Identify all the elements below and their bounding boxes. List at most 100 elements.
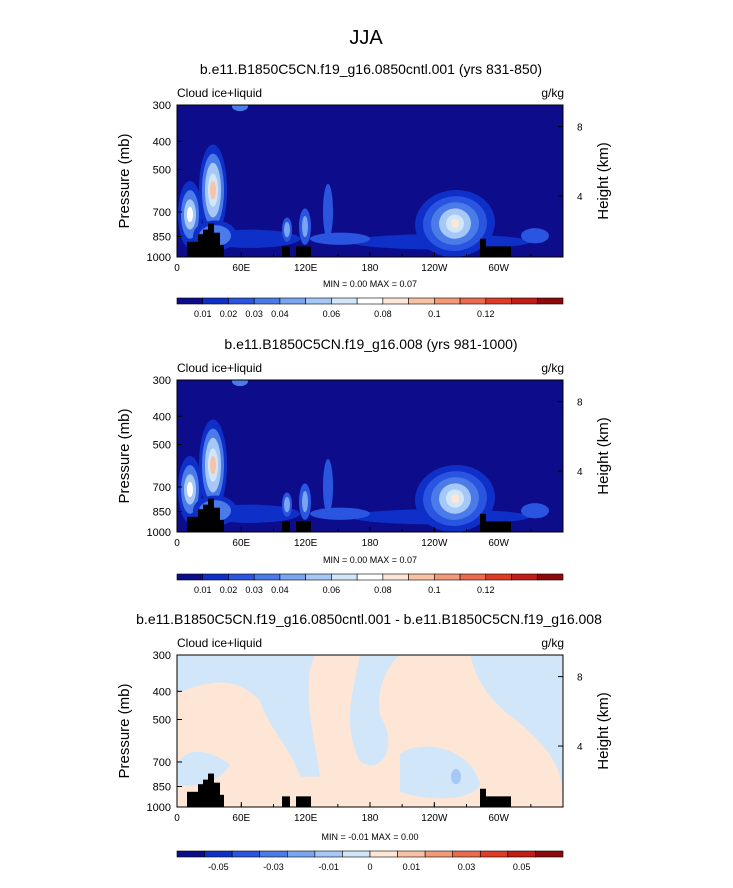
colorbar-label: -0.05: [208, 862, 229, 872]
land-block: [214, 507, 220, 532]
y-tick-label: 500: [153, 439, 171, 451]
colorbar-box: [424, 850, 454, 858]
x-tick-label: 0: [174, 538, 180, 549]
x-tick-label: 120E: [294, 538, 318, 549]
colorbar-box: [408, 573, 435, 581]
x-tick-label: 120E: [294, 263, 318, 274]
colorbar-label: 0.08: [374, 309, 392, 319]
y-tick-label: 400: [153, 686, 171, 698]
colorbar-box: [176, 297, 204, 305]
colorbar-box: [511, 573, 538, 581]
colorbar-box: [228, 297, 255, 305]
colorbar-box: [331, 573, 358, 581]
x-tick-label: 120W: [421, 538, 448, 549]
land-block: [187, 791, 198, 807]
contour-feature-100e: [282, 217, 292, 242]
x-tick-label: 180: [362, 538, 379, 549]
contour-negative-region: [177, 655, 320, 777]
colorbar: 0.01 0.02 0.03 0.04 0.06 0.08 0.1 0.12: [176, 573, 564, 595]
contour-max-15e: [178, 181, 202, 248]
contour-feature-100e: [282, 492, 292, 517]
x-tick-label: 60W: [488, 538, 509, 549]
x-tick-label: 60E: [232, 263, 250, 274]
colorbar-label: 0.12: [477, 585, 495, 595]
contour-feature-30w: [521, 228, 549, 244]
colorbar-label: 0.1: [428, 309, 441, 319]
colorbar-box: [382, 297, 409, 305]
x-tick-label: 120W: [421, 813, 448, 824]
land-block: [203, 779, 208, 807]
colorbar-box: [536, 573, 564, 581]
contour-level: [302, 490, 308, 513]
land-block: [480, 788, 486, 807]
colorbar: -0.05 -0.03 -0.01 0 0.01 0.03 0.05: [176, 850, 564, 872]
y-tick-label: 700: [153, 207, 171, 219]
y-tick-label: 500: [153, 164, 171, 176]
colorbar-box: [459, 573, 487, 581]
y-tick-label: 400: [153, 136, 171, 148]
land-block: [480, 238, 486, 257]
contour-level: [210, 456, 216, 475]
panel-2-title: b.e11.B1850C5CN.f19_g16.008 (yrs 981-100…: [224, 336, 517, 352]
y-tick-label: 300: [153, 375, 171, 387]
colorbar-box: [479, 850, 509, 858]
colorbar-box: [204, 850, 233, 858]
y-axis-label: Pressure (mb): [116, 408, 133, 503]
colorbar-box: [286, 850, 316, 858]
y-tick-label: 1000: [147, 252, 171, 264]
contour-feature-110e: [299, 208, 311, 245]
colorbar-box: [459, 297, 487, 305]
contour-negative-region: [470, 655, 563, 792]
colorbar-box: [202, 573, 229, 581]
y2-tick-label: 8: [577, 123, 583, 134]
x-tick-label: 180: [362, 813, 379, 824]
panel-2-plot: 0 60E 120E 180 120W 60W 300 400 500 700 850 1000 8 4 P…: [116, 375, 612, 595]
colorbar-box: [228, 573, 255, 581]
land-block: [282, 246, 290, 257]
land-block: [296, 246, 311, 257]
colorbar-box: [485, 573, 512, 581]
land-mask: [187, 223, 511, 257]
y-tick-label: 300: [153, 650, 171, 662]
colorbar-label: 0.02: [220, 309, 238, 319]
contour-fill: [177, 655, 563, 799]
panel-2-left-label: Cloud ice+liquid: [177, 361, 262, 375]
x-tick-label: 180: [362, 263, 379, 274]
panel-2: b.e11.B1850C5CN.f19_g16.008 (yrs 981-100…: [116, 336, 612, 595]
x-tick-label: 60E: [232, 538, 250, 549]
colorbar-box: [511, 297, 538, 305]
colorbar-box: [434, 297, 461, 305]
y2-tick-label: 8: [577, 398, 583, 409]
colorbar-box: [176, 573, 204, 581]
panel-1-right-label: g/kg: [541, 86, 564, 100]
land-block: [220, 244, 224, 257]
land-block: [208, 773, 214, 807]
colorbar-label: 0.04: [271, 585, 289, 595]
land-block: [198, 234, 203, 257]
y-tick-label: 400: [153, 411, 171, 423]
colorbar-box: [408, 297, 435, 305]
contour-level: [302, 215, 308, 238]
panel-3-right-label: g/kg: [541, 636, 564, 650]
contour-level: [323, 184, 333, 239]
contour-negative-region: [400, 746, 480, 799]
colorbar-box: [279, 297, 306, 305]
colorbar-label: 0.05: [513, 862, 531, 872]
colorbar-box: [397, 850, 426, 858]
land-block: [187, 241, 198, 257]
x-tick-label: 120W: [421, 263, 448, 274]
contour-level: [521, 228, 549, 244]
colorbar-label: 0: [367, 862, 372, 872]
x-tick-label: 0: [174, 263, 180, 274]
y-tick-label: 300: [153, 100, 171, 112]
colorbar-label: 0.03: [458, 862, 476, 872]
x-tick-label: 120E: [294, 813, 318, 824]
colorbar-box: [382, 573, 409, 581]
y-tick-label: 1000: [147, 527, 171, 539]
panel-3-plot: 0 60E 120E 180 120W 60W 300 400 500 700 850 1000 8 4 P…: [116, 650, 612, 872]
colorbar-box: [253, 297, 281, 305]
land-block: [220, 794, 224, 807]
colorbar-box: [331, 297, 358, 305]
contour-max-100w: [415, 465, 495, 532]
colorbar-box: [535, 850, 564, 858]
